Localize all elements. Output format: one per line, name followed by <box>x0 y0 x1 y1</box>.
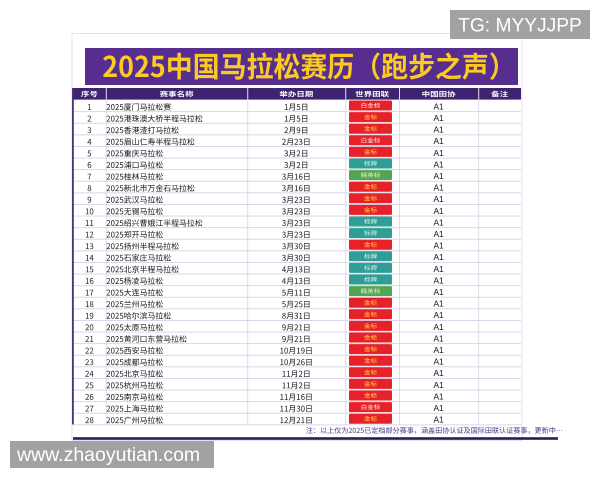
svg-text:A1: A1 <box>433 333 444 343</box>
svg-text:A1: A1 <box>433 125 444 135</box>
svg-text:A1: A1 <box>433 159 444 169</box>
svg-text:A1: A1 <box>433 345 444 355</box>
svg-text:A1: A1 <box>433 403 444 413</box>
svg-text:A1: A1 <box>433 368 444 378</box>
svg-text:A1: A1 <box>433 357 444 367</box>
svg-text:A1: A1 <box>433 322 444 332</box>
svg-text:A1: A1 <box>433 310 444 320</box>
svg-text:A1: A1 <box>433 415 444 425</box>
svg-text:A1: A1 <box>433 171 444 181</box>
svg-text:A1: A1 <box>433 136 444 146</box>
svg-text:A1: A1 <box>433 287 444 297</box>
svg-text:A1: A1 <box>433 391 444 401</box>
svg-text:A1: A1 <box>433 183 444 193</box>
svg-text:A1: A1 <box>433 252 444 262</box>
svg-text:A1: A1 <box>433 299 444 309</box>
svg-text:A1: A1 <box>433 229 444 239</box>
svg-text:A1: A1 <box>433 380 444 390</box>
svg-text:A1: A1 <box>433 264 444 274</box>
svg-text:TG: MYYJJPP: TG: MYYJJPP <box>458 16 582 37</box>
svg-text:www.zhaoyutian.com: www.zhaoyutian.com <box>16 444 200 466</box>
svg-text:A1: A1 <box>433 148 444 158</box>
svg-text:A1: A1 <box>433 241 444 251</box>
svg-text:A1: A1 <box>433 275 444 285</box>
svg-text:A1: A1 <box>433 113 444 123</box>
svg-text:A1: A1 <box>433 101 444 111</box>
svg-text:A1: A1 <box>433 194 444 204</box>
svg-text:A1: A1 <box>433 206 444 216</box>
svg-text:A1: A1 <box>433 217 444 227</box>
